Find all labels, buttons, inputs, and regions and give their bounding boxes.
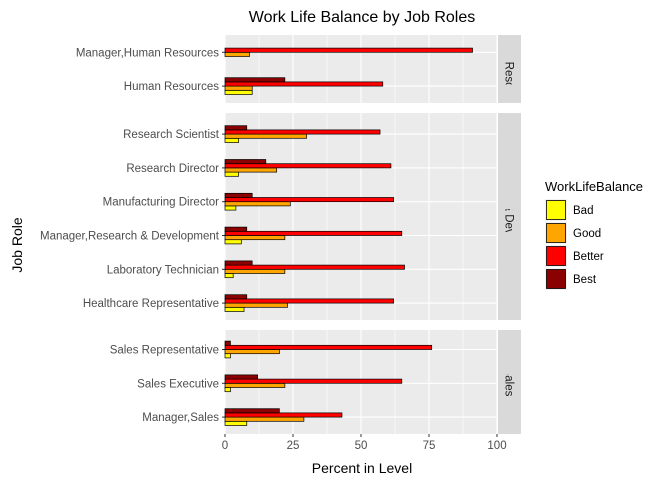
facet-sales: Sales Representative Sales Executive Manag… [110,330,521,434]
bar-human-resources-better [224,81,384,87]
bar-research-scientist-best [224,125,248,131]
bar-sales-executive-better [224,378,403,384]
strip-label-research-development: Research & Development [503,151,515,283]
bar-manufacturing-director-better [224,197,394,203]
bar-manufacturing-director-good [224,201,291,207]
legend-label: Bad [573,205,593,217]
bar-manufacturing-director-best [224,192,253,198]
legend-swatch [546,246,566,266]
bar-healthcare-representative-good [224,302,288,308]
y-tick-label: Manager,Sales [142,412,219,424]
bar-sales-executive-good [224,382,286,388]
x-tick-label: 100 [487,440,506,452]
y-tick-label: Manufacturing Director [103,197,219,209]
x-tick-label: 50 [355,440,368,452]
strip-label-human-resources: Human Resources [503,21,515,116]
x-tick-label: 0 [222,440,228,452]
bar-laboratory-technician-bad [224,273,234,279]
bar-research-scientist-better [224,129,381,135]
bar-research-director-best [224,159,267,165]
bar-manager-sales-good [224,416,305,422]
bar-manager-sales-best [224,408,280,414]
bar-manufacturing-director-bad [224,205,237,211]
x-axis-title: Percent in Level [312,460,412,476]
legend-title: WorkLifeBalance [545,179,643,194]
bar-manager-human-resources-better [224,47,473,53]
bar-research-director-good [224,167,278,173]
y-tick-label: Sales Representative [110,345,219,357]
bar-manager-research-development-bad [224,239,242,245]
facet-research-development: Research Scientist Research Director Manuf… [40,113,521,320]
legend-label: Better [573,251,604,263]
y-tick-label: Manager,Research & Development [40,231,220,243]
bar-research-scientist-bad [224,137,239,143]
x-tick-label: 25 [287,440,300,452]
legend-item-bad: Bad [545,199,593,221]
bar-research-scientist-good [224,133,307,139]
bar-research-director-bad [224,171,239,177]
legend: WorkLifeBalance Bad Good Better Best [545,179,643,290]
bar-manager-sales-bad [224,420,248,426]
legend-item-better: Better [545,245,604,267]
strip-background [498,35,521,103]
bar-healthcare-representative-bad [224,306,245,312]
strip-label-sales: Sales [503,368,515,397]
legend-swatch [546,200,566,220]
strip-background [498,113,521,320]
y-tick-label: Research Director [126,163,219,175]
bar-healthcare-representative-better [224,298,394,304]
bar-sales-executive-bad [224,387,231,393]
legend-label: Good [573,228,601,240]
chart-title: Work Life Balance by Job Roles [249,9,475,26]
y-tick-label: Laboratory Technician [107,264,219,276]
bar-human-resources-bad [224,89,253,95]
legend-item-best: Best [545,268,597,290]
y-tick-label: Sales Executive [137,378,219,390]
bar-sales-representative-better [224,344,433,350]
x-tick-label: 75 [423,440,436,452]
bar-laboratory-technician-better [224,264,405,270]
bar-sales-executive-best [224,374,258,380]
bar-manager-human-resources-good [224,51,250,57]
legend-swatch [546,269,566,289]
legend-item-good: Good [545,222,601,244]
bar-research-director-better [224,163,392,169]
y-tick-label: Manager,Human Resources [76,47,219,59]
bar-manager-research-development-good [224,235,286,241]
y-tick-label: Healthcare Representative [83,298,219,310]
bar-laboratory-technician-good [224,268,286,274]
bar-manager-research-development-best [224,226,248,232]
bar-sales-representative-bad [224,353,231,359]
bar-laboratory-technician-best [224,260,253,266]
bar-sales-representative-best [224,340,231,346]
legend-label: Best [573,274,597,286]
y-tick-label: Human Resources [124,81,219,93]
bar-healthcare-representative-best [224,294,248,300]
legend-swatch [546,223,566,243]
facet-human-resources: Manager,Human Resources Human Resources Hu… [76,21,521,116]
facet-panels: Manager,Human Resources Human Resources Hu… [40,21,521,434]
bar-manager-research-development-better [224,230,403,236]
bar-human-resources-good [224,85,253,91]
bar-sales-representative-good [224,349,280,355]
x-axis: 0 25 50 75 100 [222,434,507,452]
y-axis-title: Job Role [9,217,25,272]
strip-background [498,330,521,434]
y-tick-label: Research Scientist [123,129,220,141]
bar-human-resources-best [224,77,286,83]
bar-manager-sales-better [224,412,343,418]
